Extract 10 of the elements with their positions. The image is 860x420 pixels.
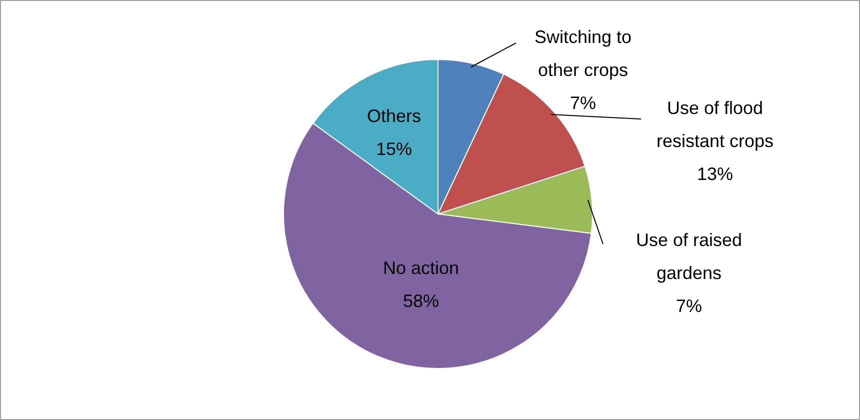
data-label: 58% (402, 290, 440, 311)
slice-label: Switching to other crops (534, 26, 632, 80)
data-label: 7% (570, 92, 596, 113)
slice-label: Others (366, 106, 422, 126)
slice-label: Use of raised gardens (636, 230, 742, 283)
slice-label: No action (382, 258, 460, 278)
data-label: 7% (676, 296, 702, 316)
data-label: 13% (696, 164, 734, 184)
data-label: 15% (376, 138, 412, 159)
slice-label: Use of flood resistant crops (656, 98, 774, 151)
